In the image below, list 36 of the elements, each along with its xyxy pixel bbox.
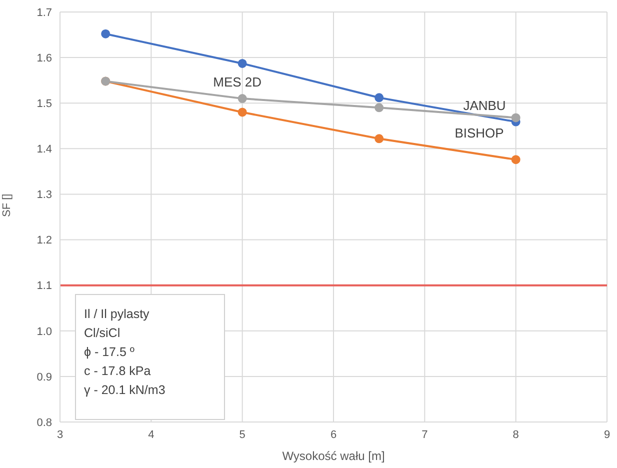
annotation: c - 17.8 kPa <box>84 363 152 380</box>
annotation: ϕ - 17.5 º <box>84 344 136 361</box>
annotation: γ - 20.1 kN/m3 <box>84 382 166 399</box>
series-label: JANBU <box>463 98 506 113</box>
y-tick-label: 1.4 <box>36 144 52 156</box>
point <box>374 93 384 102</box>
point <box>374 134 384 144</box>
y-tick-label: 1.6 <box>36 52 52 64</box>
point <box>101 29 110 38</box>
x-tick-label: 7 <box>422 428 428 441</box>
y-tick-label: 1.7 <box>36 6 52 19</box>
point <box>511 155 520 164</box>
point <box>374 103 384 112</box>
point <box>238 108 247 117</box>
y-axis-title: SF [] <box>0 194 13 217</box>
y-tick-label: 0.8 <box>36 416 52 429</box>
point <box>511 113 520 122</box>
y-tick-label: 0.9 <box>36 371 52 384</box>
point <box>238 94 247 104</box>
annotation: Il / Il pylasty <box>84 306 150 323</box>
x-tick-label: 6 <box>330 428 337 441</box>
x-axis-title: Wysokość wału [m] <box>282 449 385 463</box>
annotation: Cl/siCl <box>84 325 122 342</box>
y-tick-label: 1.5 <box>36 98 52 110</box>
series-label: BISHOP <box>454 126 504 141</box>
y-tick-label: 1.1 <box>36 280 52 292</box>
x-tick-label: 9 <box>604 428 610 441</box>
x-tick-label: 5 <box>239 428 246 441</box>
y-tick-label: 1.3 <box>36 189 52 202</box>
point <box>238 58 247 68</box>
x-tick-label: 4 <box>148 428 154 441</box>
y-tick-label: 1.2 <box>36 234 52 247</box>
x-tick-label: 8 <box>512 428 519 441</box>
series-label: MES 2D <box>213 74 262 90</box>
x-tick-label: 3 <box>56 428 64 441</box>
y-tick-label: 1.0 <box>36 326 52 338</box>
